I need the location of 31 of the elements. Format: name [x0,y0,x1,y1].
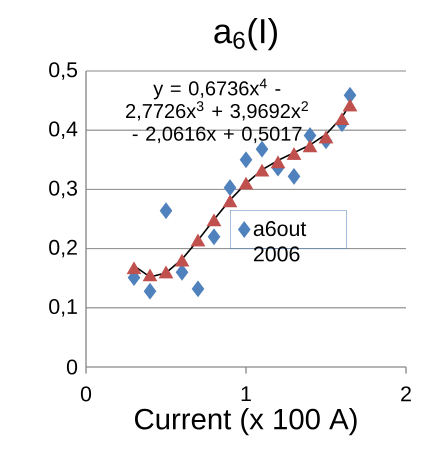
point [270,156,286,168]
point [302,140,318,152]
x-tick-label: 1 [242,386,251,402]
point [174,254,190,266]
point [222,194,238,208]
point [286,147,302,160]
point [206,214,222,226]
y-tick-label: 0 [66,359,78,375]
point [238,176,254,190]
point [288,168,300,185]
point [318,130,334,144]
point [158,266,174,278]
point [254,164,270,177]
y-tick-label: 0,1 [49,298,77,317]
x-tick-label: 0 [80,386,92,402]
y-tick-label: 0,5 [49,62,78,80]
point [160,202,172,219]
y-tick-label: 0,4 [49,121,78,140]
point [304,127,316,144]
x-tick-label: 2 [401,386,411,402]
chart-title: a$_{6}$(I) [214,18,277,50]
point [190,234,206,246]
point [126,262,142,274]
y-tick-label: 0,2 [49,240,77,258]
legend-label: a6out 2006 [254,221,306,262]
x-axis-title: Current (x 100 A) [135,408,357,436]
point [224,179,236,196]
point [142,268,158,282]
point [240,152,252,168]
y-tick-label: 0,3 [49,180,78,198]
text: y = 0,6736x$^{4}$ - 2,7726x$^{3}$ + 3,9692x$^{2}$ - 2,0616x + 0,5017 [126,78,308,144]
